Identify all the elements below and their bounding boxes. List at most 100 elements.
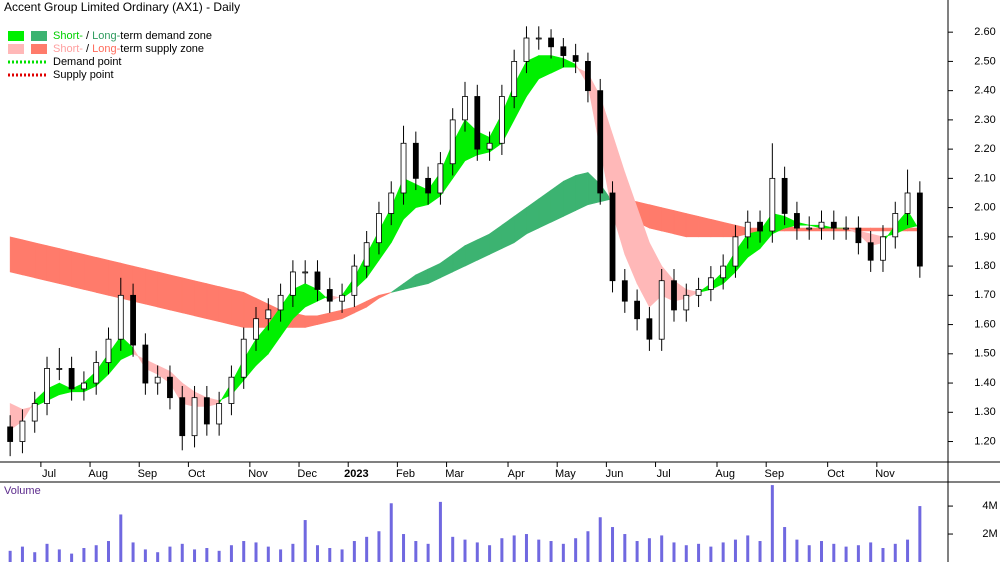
x-tick-label: Oct	[827, 468, 844, 480]
volume-bar	[303, 520, 307, 562]
volume-bar	[463, 539, 467, 562]
candle-body	[203, 397, 210, 425]
y-tick-label: 2.30	[974, 114, 995, 126]
legend-text: Short-	[53, 30, 83, 42]
candle-body	[683, 294, 690, 311]
long-zone	[354, 300, 367, 314]
candle-body	[830, 221, 837, 229]
long-zone	[513, 207, 527, 244]
candle-body	[81, 382, 87, 390]
legend-label: Supply point	[53, 69, 114, 81]
long-zone	[22, 239, 36, 279]
x-tick-label: Jun	[606, 468, 624, 480]
candle-body	[44, 368, 50, 404]
x-tick-label: Sep	[765, 468, 785, 480]
volume-bar	[611, 527, 615, 562]
volume-bar	[94, 545, 98, 562]
volume-bar	[549, 541, 553, 562]
volume-bar	[844, 546, 848, 562]
volume-bar	[869, 542, 873, 562]
short-zone	[550, 55, 564, 74]
y-tick-label: 1.40	[974, 377, 995, 389]
long-zone	[231, 289, 245, 328]
candle-body	[609, 192, 616, 282]
short-zone	[538, 55, 552, 80]
volume-bar	[770, 485, 774, 562]
candle-body	[228, 376, 235, 404]
legend-label: Short- / Long-term demand zone	[53, 30, 212, 42]
candle-body	[720, 265, 727, 279]
volume-bar	[389, 503, 393, 562]
legend-text: Long-	[92, 43, 120, 55]
long-zone	[673, 210, 687, 238]
volume-bar	[168, 546, 172, 562]
volume-bar	[291, 543, 295, 562]
long-zone	[649, 204, 662, 232]
x-tick-label: Aug	[715, 468, 735, 480]
volume-bar	[893, 543, 897, 562]
x-tick-label: Sep	[138, 468, 158, 480]
long-zone	[341, 306, 355, 320]
volume-bar	[8, 550, 12, 562]
candle-body	[695, 289, 702, 296]
candle-body	[240, 338, 247, 378]
legend-text: Short-	[53, 43, 83, 55]
volume-bar	[697, 543, 701, 562]
long-zone	[722, 221, 736, 238]
volume-bar	[315, 545, 319, 562]
candle-body	[880, 236, 886, 261]
candle-body	[376, 213, 382, 244]
candle-body	[769, 177, 776, 232]
x-tick-label: May	[555, 468, 576, 480]
volume-bar	[488, 545, 492, 562]
volume-bar	[746, 535, 750, 562]
volume-bar	[783, 527, 787, 562]
candle-body	[646, 318, 653, 340]
volume-bar	[82, 548, 86, 562]
volume-bar	[106, 541, 110, 562]
x-tick-label: Feb	[396, 468, 415, 480]
candle-body	[265, 309, 272, 320]
candle-body	[634, 300, 641, 320]
candle-body	[621, 280, 628, 302]
candle-body	[794, 213, 800, 229]
volume-bar	[45, 543, 49, 562]
candle-body	[806, 227, 813, 230]
short-zone	[624, 172, 638, 284]
candle-body	[289, 271, 296, 296]
candle-body	[216, 403, 223, 425]
y-tick-label: 2.60	[974, 26, 995, 38]
long-zone	[218, 286, 232, 325]
volume-tick-label: 2M	[982, 528, 997, 540]
volume-bar	[193, 549, 197, 562]
long-zone	[575, 172, 589, 212]
x-tick-label: Aug	[88, 468, 108, 480]
candle-body	[437, 163, 444, 194]
candle-body	[658, 280, 665, 340]
long-zone	[403, 274, 417, 290]
volume-bar	[537, 539, 541, 562]
candle-body	[142, 344, 149, 384]
candle-body	[892, 213, 899, 238]
long-zone	[538, 189, 552, 229]
long-zone	[206, 283, 220, 323]
zones	[9, 55, 921, 431]
volume-bar	[414, 541, 418, 562]
x-tick-label: Jul	[657, 468, 671, 480]
volume-bar	[340, 549, 344, 562]
volume-bar	[279, 549, 283, 562]
candle-body	[597, 90, 604, 194]
candle-body	[462, 96, 468, 121]
volume-bar	[119, 514, 123, 562]
volume-bar	[906, 539, 910, 562]
legend-text: Long-	[92, 30, 120, 42]
long-zone	[526, 198, 540, 235]
candle-body	[154, 376, 161, 384]
volume-bar	[328, 548, 332, 562]
volume-bar	[217, 550, 221, 562]
y-tick-label: 2.40	[974, 85, 995, 97]
legend-text: term demand zone	[120, 30, 212, 42]
candle-body	[326, 289, 333, 302]
volume-bar	[451, 536, 455, 562]
